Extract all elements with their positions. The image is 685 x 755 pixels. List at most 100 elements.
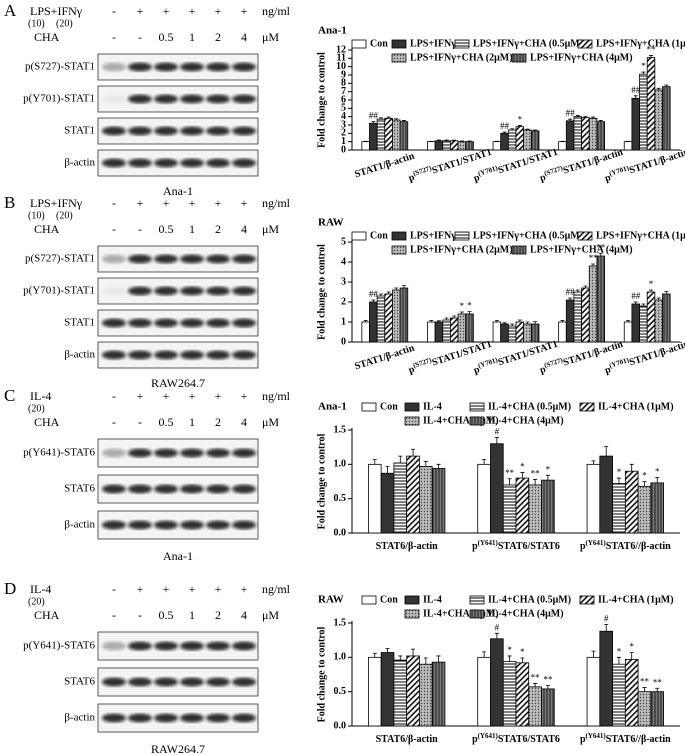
blot-band [206,286,230,296]
significance-mark: ** [531,672,541,682]
bar [612,483,626,534]
bar [623,141,633,151]
protein-label: STAT6 [64,676,95,688]
error-bar [525,128,530,130]
y-tick-label: 9 [341,69,346,80]
treatment-dose: (20) [28,596,45,607]
error-bar [655,476,660,483]
legend-label: IL-4+CHA (0.5μM) [488,594,571,605]
blot-band [128,641,152,651]
x-tick-label-part: STAT1/β-actin [353,343,416,373]
x-tick-label-part: STAT6//β-actin [606,734,671,745]
x-tick-label-part: p [539,364,548,376]
cell-line-label: RAW264.7 [151,742,205,755]
bar [492,141,502,151]
significance-mark: ** [647,44,657,54]
significance-mark: * [649,279,654,289]
bar [376,295,386,343]
unit-label: ng/ml [262,196,291,210]
error-bar [629,463,634,472]
bar [393,659,408,727]
error-bar [378,117,383,120]
y-tick-label: 1 [341,316,346,327]
y-tick-label: 4 [341,256,346,267]
blot-band [206,94,230,104]
protein-label: p(S727)-STAT1 [25,61,95,73]
blot-band [206,713,230,723]
lane-label: + [189,389,196,403]
bar [376,118,386,151]
bar [581,287,590,343]
lane-label: - [112,30,116,44]
blot-band [180,286,204,296]
chart-title: Ana-1 [318,401,347,413]
blot-band [154,641,178,651]
cell-line-label: RAW264.7 [151,376,205,390]
lane-label: - [112,222,116,236]
error-bar [629,652,634,660]
bar [530,323,540,343]
y-tick-label: 7 [341,86,346,97]
bar [588,265,598,343]
treatment-label: CHA [34,608,60,622]
x-tick-label-part: p [604,364,613,376]
panel-letter: B [4,193,15,212]
protein-label: p(S727)-STAT1 [25,253,95,265]
x-tick-label-part: STAT1/β-actin [353,151,416,181]
significance-mark: # [495,427,500,437]
error-bar [411,448,416,457]
error-bar [591,650,596,658]
significance-mark: * [629,642,634,652]
blot-band [128,677,152,687]
error-bar [494,437,499,444]
blot-band [232,62,256,72]
unit-label: ng/ml [262,389,291,403]
lane-label: 2 [215,222,221,236]
error-bar [591,263,596,266]
legend-swatch [454,231,470,241]
lane-label: + [189,196,196,210]
bar [565,120,575,151]
blot-band [128,520,152,530]
error-bar [494,632,499,639]
legend-label: IL-4+CHA (4μM) [488,415,564,426]
error-bar [656,297,661,300]
error-bar [467,140,472,142]
legend-swatch [404,609,420,619]
significance-mark: ## [500,121,510,131]
error-bar [642,481,647,487]
lane-label: - [112,389,116,403]
blot-band [206,126,230,136]
bar [442,140,451,151]
bar [631,97,640,151]
bar [419,663,433,727]
error-bar [411,648,416,656]
x-tick-label: STAT1/β-actin [353,343,416,373]
bar [507,325,517,343]
error-bar [510,323,515,326]
y-axis-label: Fold change to control [316,433,327,529]
bar [449,140,459,151]
lane-label: + [215,389,222,403]
error-bar [385,648,390,653]
error-bar [664,291,669,294]
significance-mark: # [495,622,500,632]
y-tick-label: 10 [336,61,346,72]
blot-band [102,286,126,296]
error-bar [452,315,457,318]
bar [612,663,626,727]
blot-band [180,520,204,530]
error-bar [533,321,538,324]
bar [431,661,446,727]
error-bar [378,293,383,296]
blot-band [102,448,126,458]
bar [646,57,656,151]
bar [393,462,408,534]
blot-band [180,713,204,723]
bar [654,89,663,151]
protein-label: β-actin [64,712,95,724]
blot-band [102,62,126,72]
x-tick-label-part: p [580,734,586,745]
protein-label: STAT1 [64,317,95,329]
blot-band [180,318,204,328]
